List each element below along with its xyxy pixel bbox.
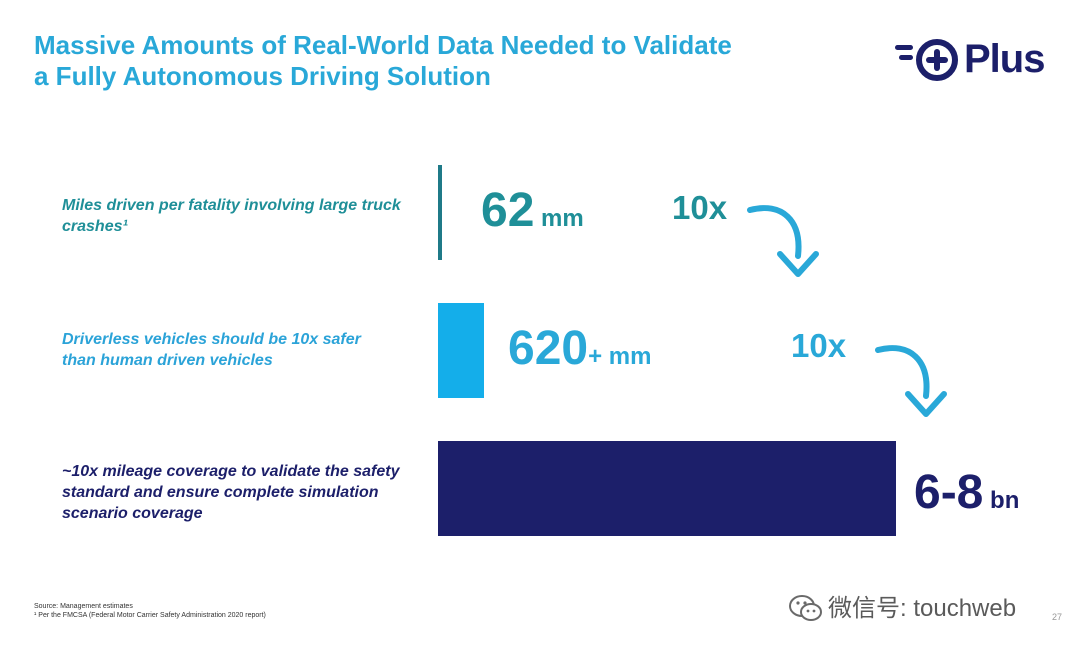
curved-arrow-icon (747, 205, 819, 277)
multiplier-label: 10x (672, 189, 728, 226)
data-label: 620+ mm (508, 321, 651, 376)
watermark-text: 微信号: touchweb (828, 595, 1017, 622)
plus-logo-icon (895, 39, 958, 81)
footnote-fmcsa: ¹ Per the FMCSA (Federal Motor Carrier S… (34, 612, 266, 619)
data-label-unit: mm (534, 205, 584, 232)
wechat-icon (789, 595, 822, 621)
data-label-number: 620 (508, 322, 589, 375)
bar-validation-coverage (438, 441, 896, 536)
page-title: Massive Amounts of Real-World Data Neede… (34, 30, 732, 91)
footnote-source: Source: Management estimates (34, 603, 133, 610)
data-label: 6-8 bn (914, 465, 1019, 520)
logo-text: Plus (964, 37, 1045, 81)
data-label-number: 6-8 (914, 466, 984, 519)
bar-miles-per-fatality (438, 165, 442, 260)
data-label-number: 62 (481, 184, 535, 237)
data-label-unit: bn (983, 487, 1020, 514)
curved-arrow-icon (875, 345, 947, 417)
bar-driverless-safety (438, 303, 484, 398)
multiplier-label: 10x (791, 327, 847, 364)
row-label: Miles driven per fatality involving larg… (62, 197, 401, 235)
row-label: Driverless vehicles should be 10x safer … (62, 331, 361, 369)
row-label: ~10x mileage coverage to validate the sa… (62, 463, 400, 522)
data-label-unit: + mm (588, 343, 652, 370)
data-label: 62 mm (481, 183, 584, 238)
page-number: 27 (1052, 612, 1063, 622)
